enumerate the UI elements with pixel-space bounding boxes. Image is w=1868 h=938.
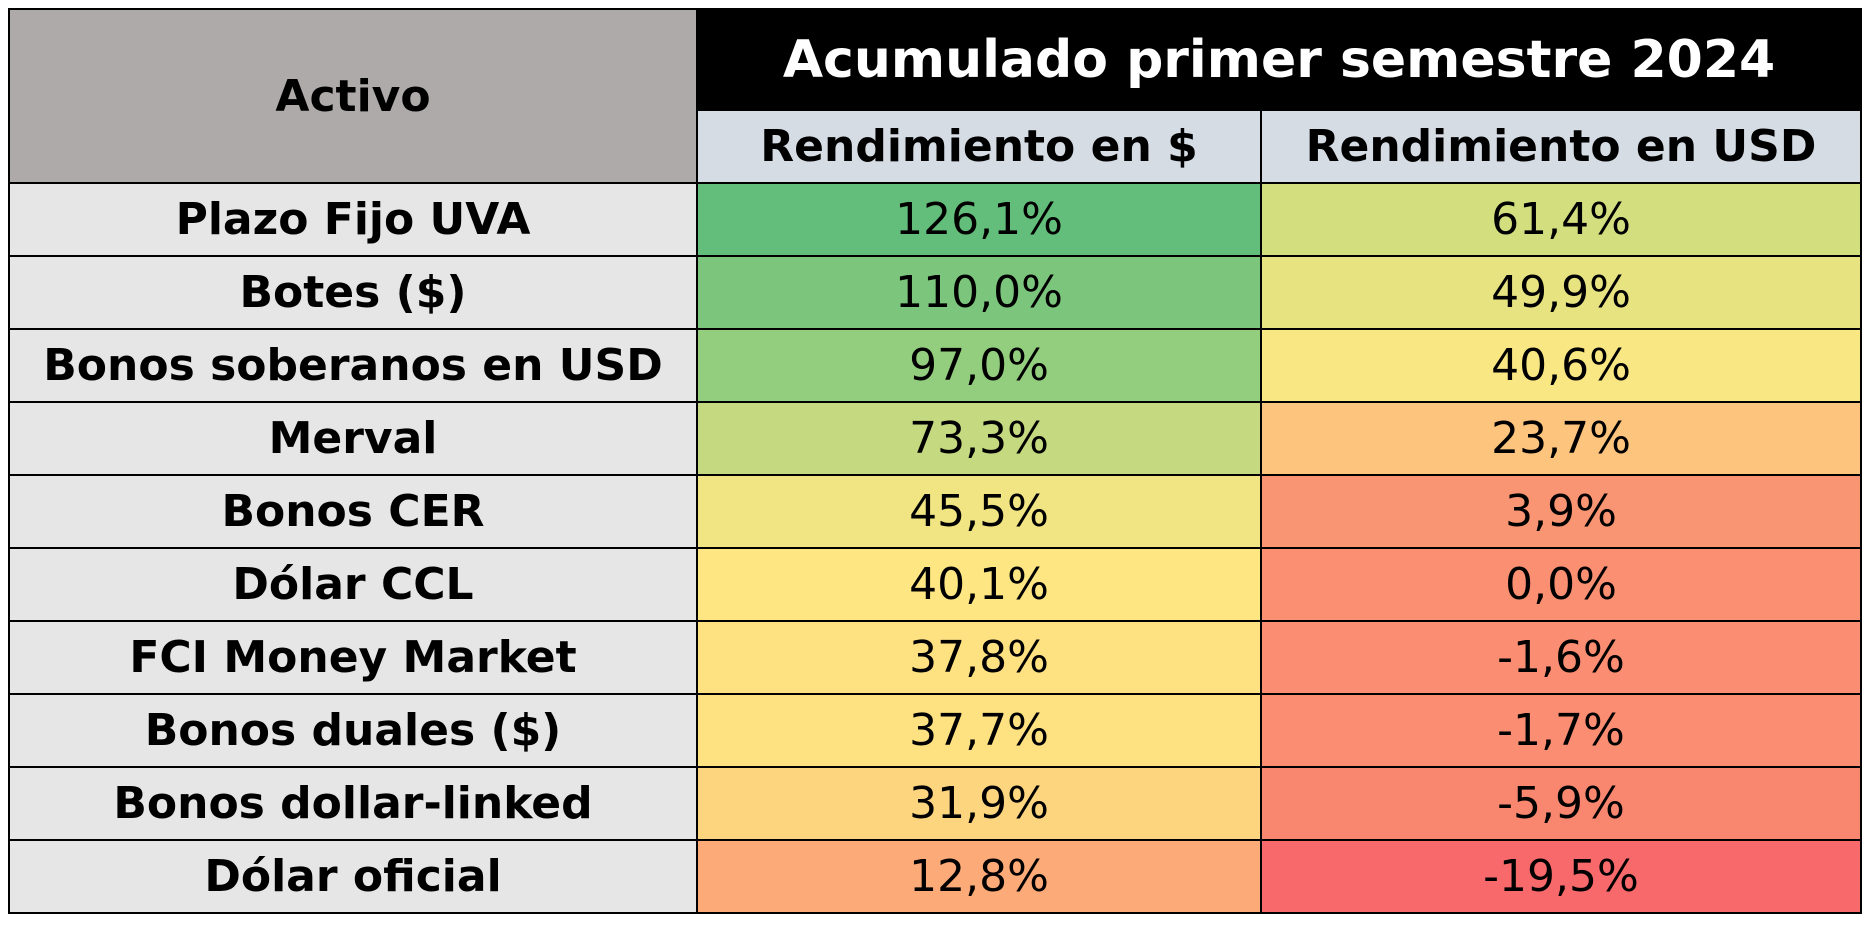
cell-rendimiento-usd: 40,6% (1260, 328, 1862, 403)
table-row: Plazo Fijo UVA 126,1% 61,4% (8, 182, 1862, 257)
table-row: Merval 73,3% 23,7% (8, 401, 1862, 476)
row-label-activo: Bonos duales ($) (8, 693, 698, 768)
cell-rendimiento-usd: 0,0% (1260, 547, 1862, 622)
row-label-activo: Botes ($) (8, 255, 698, 330)
activo-header: Activo (8, 8, 698, 184)
table-title: Acumulado primer semestre 2024 (696, 8, 1862, 111)
cell-rendimiento-ars: 73,3% (696, 401, 1262, 476)
table-row: Dólar oficial 12,8% -19,5% (8, 839, 1862, 914)
cell-rendimiento-ars: 110,0% (696, 255, 1262, 330)
row-label-activo: Dólar oficial (8, 839, 698, 914)
cell-rendimiento-usd: -19,5% (1260, 839, 1862, 914)
cell-rendimiento-ars: 12,8% (696, 839, 1262, 914)
header-row-sub: Rendimiento en $ Rendimiento en USD (9, 109, 1862, 184)
row-label-activo: Dólar CCL (8, 547, 698, 622)
table-row: Botes ($) 110,0% 49,9% (8, 255, 1862, 330)
header-row-top: Activo Acumulado primer semestre 2024 (8, 8, 1862, 184)
cell-rendimiento-usd: -1,6% (1260, 620, 1862, 695)
cell-rendimiento-usd: 49,9% (1260, 255, 1862, 330)
row-label-activo: Bonos soberanos en USD (8, 328, 698, 403)
row-label-activo: FCI Money Market (8, 620, 698, 695)
col-header-usd: Rendimiento en USD (1260, 109, 1862, 184)
row-label-activo: Merval (8, 401, 698, 476)
table-row: Bonos dollar-linked 31,9% -5,9% (8, 766, 1862, 841)
cell-rendimiento-usd: 23,7% (1260, 401, 1862, 476)
cell-rendimiento-ars: 31,9% (696, 766, 1262, 841)
row-label-activo: Bonos dollar-linked (8, 766, 698, 841)
cell-rendimiento-ars: 126,1% (696, 182, 1262, 257)
cell-rendimiento-ars: 37,8% (696, 620, 1262, 695)
cell-rendimiento-usd: -5,9% (1260, 766, 1862, 841)
table-row: Bonos CER 45,5% 3,9% (8, 474, 1862, 549)
cell-rendimiento-usd: 3,9% (1260, 474, 1862, 549)
table-body: Plazo Fijo UVA 126,1% 61,4% Botes ($) 110,0%… (8, 182, 1862, 914)
table-row: Dólar CCL 40,1% 0,0% (8, 547, 1862, 622)
cell-rendimiento-ars: 97,0% (696, 328, 1262, 403)
returns-table: Activo Acumulado primer semestre 2024 Re… (8, 8, 1862, 914)
row-label-activo: Plazo Fijo UVA (8, 182, 698, 257)
cell-rendimiento-usd: 61,4% (1260, 182, 1862, 257)
table-row: Bonos duales ($) 37,7% -1,7% (8, 693, 1862, 768)
row-label-activo: Bonos CER (8, 474, 698, 549)
cell-rendimiento-ars: 45,5% (696, 474, 1262, 549)
cell-rendimiento-ars: 40,1% (696, 547, 1262, 622)
table-row: Bonos soberanos en USD 97,0% 40,6% (8, 328, 1862, 403)
cell-rendimiento-usd: -1,7% (1260, 693, 1862, 768)
cell-rendimiento-ars: 37,7% (696, 693, 1262, 768)
table-row: FCI Money Market 37,8% -1,6% (8, 620, 1862, 695)
col-header-ars: Rendimiento en $ (696, 109, 1262, 184)
